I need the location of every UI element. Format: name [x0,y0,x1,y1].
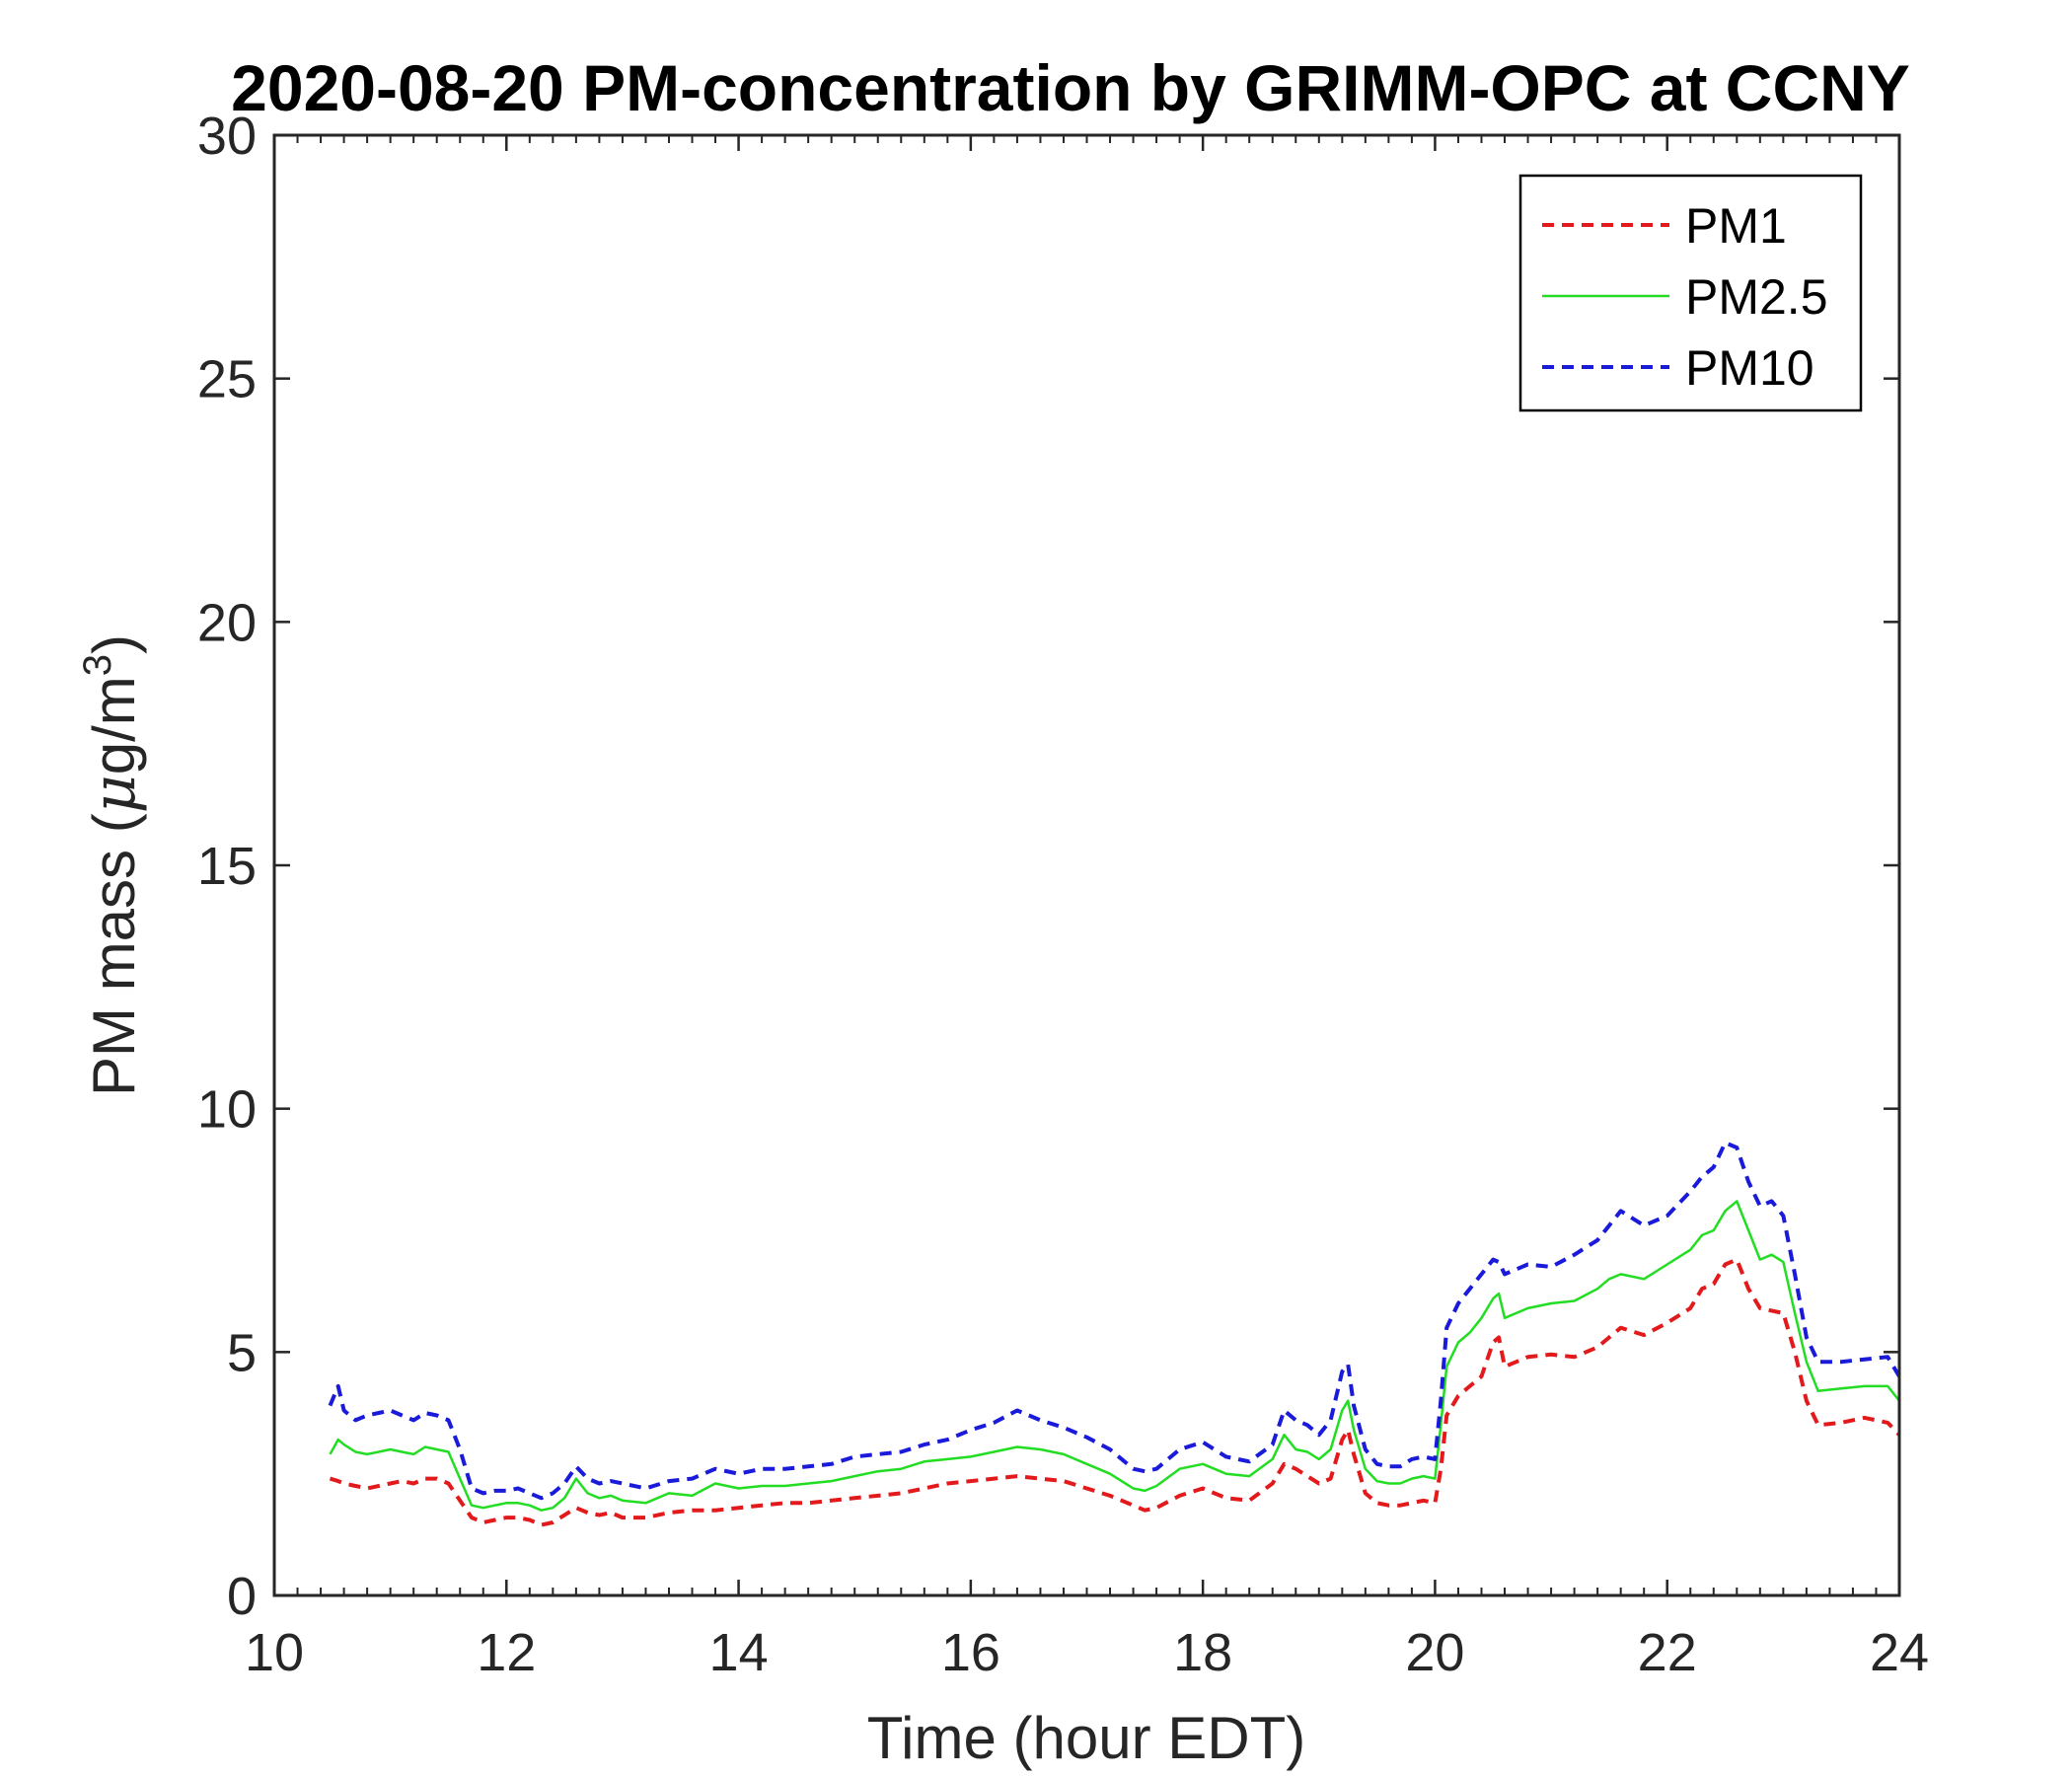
x-tick-labels: 10 12 14 16 18 20 22 24 [245,1623,1929,1682]
legend-label-pm1: PM1 [1685,198,1787,254]
legend: PM1 PM2.5 PM10 [1518,174,1863,412]
y-tick-labels: 0 5 10 15 20 25 30 [197,107,257,1626]
x-tick-label: 20 [1405,1623,1464,1682]
x-tick-label: 14 [709,1623,769,1682]
y-tick-label: 30 [197,107,257,166]
series-line-pm10 [328,1141,1901,1501]
legend-label-pm10: PM10 [1685,340,1814,396]
x-tick-label: 24 [1870,1623,1929,1682]
y-axis-title-main: PM mass ( [81,813,147,1096]
y-axis-title-superscript: 3 [76,654,119,676]
chart-title: 2020-08-20 PM-concentration by GRIMM-OPC… [231,51,1910,124]
x-tick-label: 22 [1638,1623,1697,1682]
series-layer [328,1141,1901,1527]
y-tick-label: 25 [197,350,257,409]
plot-frame [272,133,1901,1597]
y-tick-label: 20 [197,593,257,652]
y-axis-title-unit: g/m [81,676,147,775]
series-line-pm1 [329,1257,1901,1527]
y-axis-title-mu: μ [80,775,149,813]
y-tick-label: 15 [197,837,257,896]
x-tick-label: 10 [245,1623,304,1682]
y-tick-label: 10 [197,1080,257,1140]
legend-box [1518,174,1863,412]
series-line-pm2-5 [329,1200,1900,1512]
x-axis-title: Time (hour EDT) [867,1705,1306,1771]
x-tick-label: 18 [1173,1623,1232,1682]
y-tick-label: 0 [227,1567,257,1626]
x-tick-label: 16 [941,1623,1000,1682]
x-tick-label: 12 [477,1623,536,1682]
y-axis-title-close: ) [81,634,147,654]
y-tick-label: 5 [227,1323,257,1382]
legend-label-pm2-5: PM2.5 [1685,269,1828,325]
legend-items: PM1 PM2.5 PM10 [1542,198,1828,396]
y-axis-title: PM mass (μg/m3) [76,634,149,1096]
